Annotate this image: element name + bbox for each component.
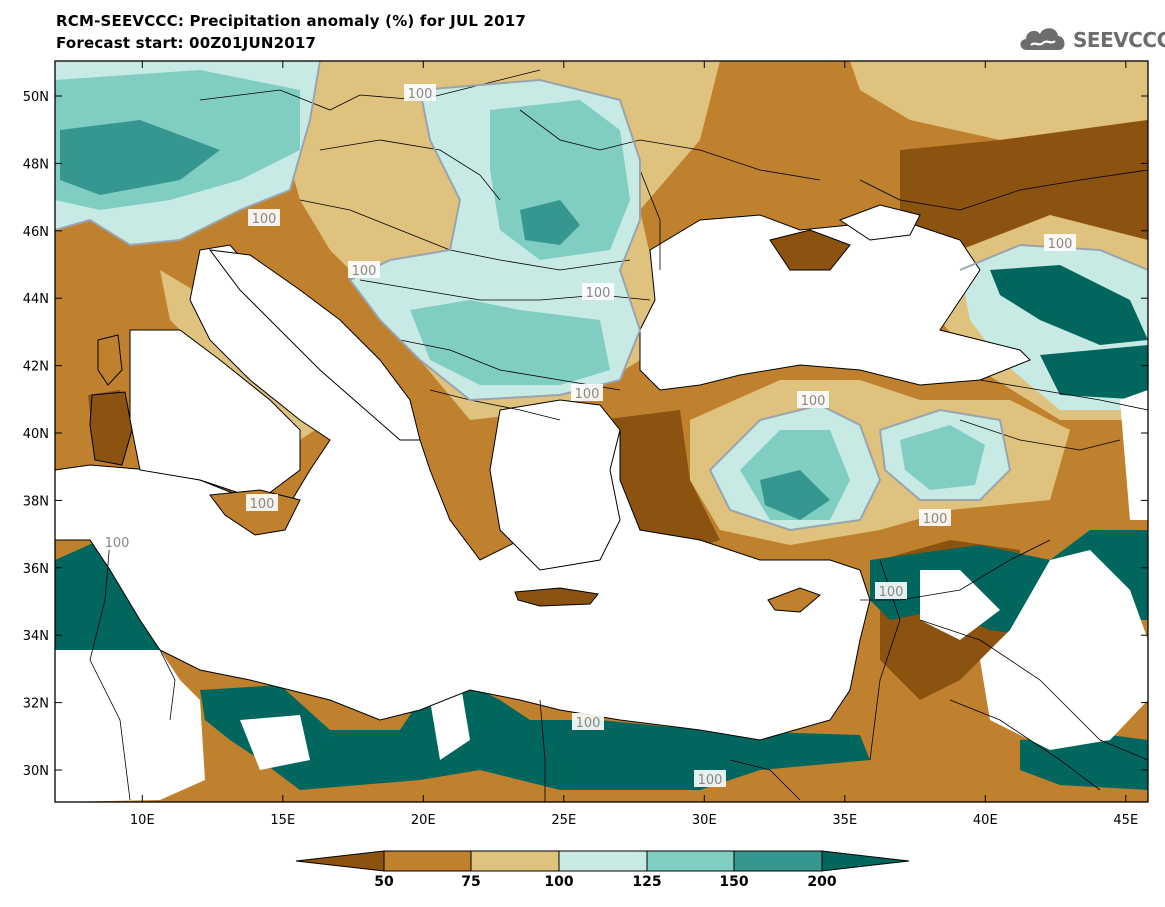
field-150-200-alps <box>60 120 220 195</box>
island-corsica <box>97 334 123 386</box>
field-150-200-anatolia <box>760 470 830 520</box>
contour-label-text: 100 <box>698 773 723 788</box>
contour-label-text: 100 <box>408 87 433 102</box>
field-125-150-east <box>900 425 985 490</box>
caspian-sea-edge <box>1120 390 1148 520</box>
colorbar-swatch <box>383 850 472 872</box>
lat-tick-label: 38N <box>23 494 49 509</box>
contour-label: 100 <box>797 391 829 409</box>
map-title: RCM-SEEVCCC: Precipitation anomaly (%) f… <box>56 12 527 30</box>
contour-label-text: 100 <box>879 585 904 600</box>
lat-tick-label: 48N <box>23 157 49 172</box>
colorbar-label: 150 <box>719 874 749 890</box>
contour-label: 100 <box>348 261 380 279</box>
lon-tick-label: 10E <box>130 813 155 828</box>
latitude-ticks: 50N 48N 46N 44N 42N 40N 38N 36N 34N 32N 30N <box>23 90 1148 779</box>
contour-label-text: 100 <box>923 512 948 527</box>
contour-label: 100 <box>582 283 614 301</box>
aegean-sea <box>489 399 621 571</box>
lon-tick-label: 20E <box>411 813 436 828</box>
cloud-icon <box>1020 28 1065 50</box>
lon-tick-label: 45E <box>1113 813 1138 828</box>
colorbar-swatch <box>646 850 735 872</box>
colorbar-label: 125 <box>632 874 662 890</box>
contour-label-text: 100 <box>250 497 275 512</box>
map-frame <box>54 60 1149 803</box>
map-fields <box>55 61 1148 802</box>
lat-tick-label: 44N <box>23 292 49 307</box>
adriatic-sea <box>208 249 421 441</box>
contour-label-text: 100 <box>1048 237 1073 252</box>
lat-tick-label: 34N <box>23 629 49 644</box>
mediterranean-sea <box>55 244 871 741</box>
black-sea <box>639 214 1031 391</box>
field-missing-libya <box>55 650 205 802</box>
colorbar <box>295 850 910 872</box>
contour-label-text: 100 <box>586 286 611 301</box>
longitude-ticks: 10E 15E 20E 25E 30E 35E 40E 45E <box>130 61 1138 828</box>
field-125-150-balkans <box>410 300 610 385</box>
lon-tick-label: 25E <box>551 813 576 828</box>
field-missing-syria <box>920 570 1000 640</box>
crimea <box>769 229 851 271</box>
colorbar-swatch <box>470 850 560 872</box>
contour-label-text: 100 <box>252 212 277 227</box>
field-gt200-libya <box>200 680 870 790</box>
field-missing-iraq <box>980 550 1148 750</box>
sea-of-azov <box>838 204 921 241</box>
contour-label: 100 <box>572 713 604 731</box>
colorbar-arrow-high <box>821 850 910 872</box>
lon-tick-label: 30E <box>692 813 717 828</box>
contour-label: 100 <box>919 509 951 527</box>
contour-label: 100 <box>1044 234 1076 252</box>
colorbar-label: 200 <box>807 874 837 890</box>
contour-label-text: 100 <box>575 387 600 402</box>
colorbar-label: 50 <box>374 874 394 890</box>
field-missing-desert <box>240 715 310 770</box>
contour-label-text: 100 <box>801 394 826 409</box>
lon-tick-label: 40E <box>973 813 998 828</box>
field-gt200-caucasus <box>990 265 1148 345</box>
island-sardinia <box>89 391 133 466</box>
lat-tick-label: 50N <box>23 90 49 105</box>
lat-tick-label: 32N <box>23 697 49 712</box>
contour-label: 100 <box>571 384 603 402</box>
contour-label: 100 <box>404 84 436 102</box>
lat-tick-label: 36N <box>23 562 49 577</box>
lat-tick-label: 42N <box>23 360 49 375</box>
lat-tick-label: 46N <box>23 225 49 240</box>
contour-label: 100 <box>101 533 133 551</box>
lat-tick-label: 40N <box>23 427 49 442</box>
field-gt200-georgia <box>1040 345 1148 400</box>
colorbar-arrow-low <box>295 850 385 872</box>
lon-tick-label: 15E <box>270 813 295 828</box>
field-lt50-russia <box>900 120 1148 250</box>
seevccc-logo: SEEVCCC <box>1017 22 1165 56</box>
contour-label: 100 <box>875 582 907 600</box>
contour-label-text: 100 <box>105 536 130 551</box>
colorbar-label: 75 <box>461 874 481 890</box>
contour-label-text: 100 <box>352 264 377 279</box>
contour-labels: 100 100 100 100 100 100 100 100 100 100 100 100 100 <box>101 84 1076 788</box>
field-150-200-romania <box>520 200 580 245</box>
contour-label-text: 100 <box>576 716 601 731</box>
island-crete <box>514 587 599 607</box>
colorbar-label: 100 <box>544 874 574 890</box>
logo-text: SEEVCCC <box>1073 28 1165 52</box>
island-cyprus <box>767 587 821 613</box>
lon-tick-label: 35E <box>832 813 857 828</box>
lat-tick-label: 30N <box>23 764 49 779</box>
tyrrhenian-sea <box>129 329 301 501</box>
contour-label: 100 <box>694 770 726 788</box>
field-75-100-ukraine <box>850 61 1148 140</box>
contour-label: 100 <box>248 209 280 227</box>
colorbar-swatch <box>733 850 823 872</box>
contour-label: 100 <box>246 494 278 512</box>
colorbar-swatch <box>558 850 648 872</box>
forecast-start-label: Forecast start: 00Z01JUN2017 <box>56 34 317 52</box>
